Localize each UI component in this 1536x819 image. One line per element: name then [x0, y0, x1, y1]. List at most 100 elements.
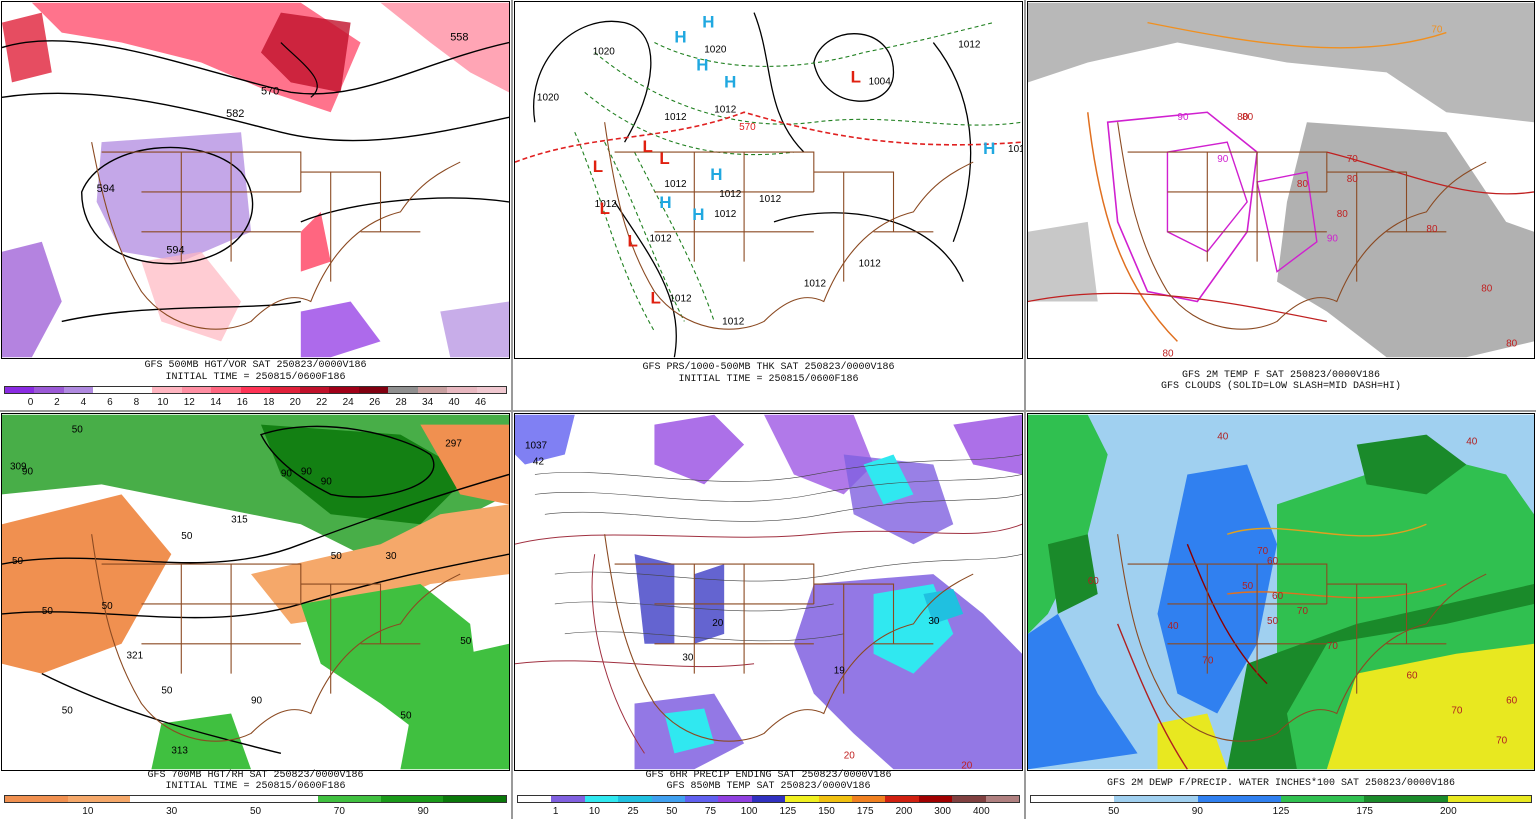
contour-label: 50: [72, 425, 84, 436]
caption-line-2: INITIAL TIME = 250815/0600F186: [165, 781, 346, 792]
isobar-label: 1004: [869, 76, 892, 87]
temp-label: 90: [1217, 154, 1229, 165]
temp-label: 80: [1162, 348, 1174, 358]
colorbar-swatch: [818, 796, 853, 802]
temp-label: 80: [1426, 224, 1438, 235]
colorbar-tick-label: 90: [417, 806, 429, 817]
colorbar-rh: [4, 795, 507, 803]
temp-label: 80: [1242, 112, 1254, 123]
isobar-label: 1012: [664, 179, 687, 190]
colorbar-swatch: [329, 387, 359, 393]
low-pressure-center: L: [593, 157, 603, 176]
colorbar-swatch: [1281, 796, 1323, 802]
contour-label: 50: [62, 706, 74, 717]
colorbar-swatch: [1156, 796, 1198, 802]
divider: [0, 410, 1536, 412]
colorbar-tick-label: 30: [166, 806, 178, 817]
dewp-label: 70: [1257, 546, 1269, 557]
colorbar-swatch: [685, 796, 719, 802]
high-pressure-center: H: [674, 28, 686, 47]
colorbar-tick-label: 6: [107, 397, 113, 408]
colorbar-tick-label: 28: [395, 397, 407, 408]
isobar-label: 1012: [958, 40, 981, 51]
caption-line-1: GFS 700MB HGT/RH SAT 250823/0000V186: [147, 770, 364, 781]
temp-label: 80: [1337, 209, 1349, 220]
contour-label: 50: [42, 606, 54, 617]
colorbar-tick-label: 200: [1439, 806, 1457, 817]
colorbar-tick-label: 175: [1356, 806, 1373, 817]
colorbar-tick-label: 50: [249, 806, 262, 817]
colorbar-tick-label: 14: [210, 397, 222, 408]
colorbar-labels: 1 10 25 50 75 100 125 150 175 200 300 400: [517, 807, 1020, 817]
caption-line-1: GFS 6HR PRECIP ENDING SAT 250823/0000V18…: [645, 770, 892, 781]
colorbar-tick-label: 125: [1272, 806, 1290, 817]
colorbar-swatch: [852, 796, 886, 802]
colorbar-swatch: [985, 796, 1020, 802]
isobar-label: 1012: [722, 316, 745, 327]
colorbar-swatch: [1114, 796, 1157, 802]
colorbar-tick-label: 10: [157, 397, 169, 408]
colorbar-tick-label: 1: [552, 806, 559, 817]
colorbar-swatch: [1364, 796, 1407, 802]
contour-label: 313: [171, 745, 188, 756]
colorbar-tick-label: 10: [588, 806, 600, 817]
colorbar-tick-label: 2: [54, 397, 60, 408]
isobar-label: 1012: [859, 259, 882, 270]
temp-label: 90: [1177, 112, 1189, 123]
contour-label: 50: [12, 556, 24, 567]
colorbar-swatch: [388, 387, 418, 393]
temp-label: 30: [928, 616, 940, 627]
panel-6hr-precip: 1037 42 20 30 19 30 20 20 GFS 6HR PRECIP…: [513, 412, 1024, 819]
colorbar-swatch: [358, 387, 389, 393]
temp-label: 30: [682, 653, 694, 664]
contour-label: 315: [231, 514, 248, 525]
contour-label: 50: [161, 686, 173, 697]
colorbar-swatch: [651, 796, 686, 802]
contour-label: 90: [22, 466, 34, 477]
temp-label: 42: [533, 457, 545, 468]
panel-700mb-hgt-rh: 297 309 50 50 90 90 315 50 50 30 321 50 …: [0, 412, 511, 819]
temp-label: 80: [1506, 338, 1518, 349]
temp-label: 19: [834, 666, 846, 677]
colorbar-swatch: [270, 387, 300, 393]
colorbar-tick-label: 100: [740, 806, 758, 817]
low-pressure-center: L: [642, 137, 652, 156]
colorbar-swatch: [476, 387, 506, 393]
dewp-label: 40: [1466, 437, 1478, 448]
contour-label: 297: [445, 439, 462, 450]
contour-label: 50: [181, 531, 193, 542]
colorbar-swatch: [380, 796, 444, 802]
isobar-label: 1012: [719, 189, 742, 200]
contour-label: 50: [331, 551, 343, 562]
colorbar-labels: 0 2 4 6 8 10 12 14 16 18 20 22 24 26 28 34 40 46: [4, 398, 507, 408]
colorbar-swatch: [751, 796, 786, 802]
caption-line-2: GFS CLOUDS (SOLID=LOW SLASH=MID DASH=HI): [1160, 381, 1402, 392]
map-500mb-svg: 558 570 582 594 594: [2, 2, 509, 358]
map-700mb: 297 309 50 50 90 90 315 50 50 30 321 50 …: [1, 413, 510, 771]
contour-label: 50: [400, 711, 412, 722]
colorbar-swatch: [63, 387, 94, 393]
colorbar-tick-label: 18: [263, 397, 275, 408]
colorbar-swatch: [785, 796, 819, 802]
colorbar-tick-label: 20: [289, 397, 301, 408]
dewp-label: 60: [1088, 576, 1100, 587]
colorbar-labels: 10 30 50 70 90: [4, 807, 507, 817]
dewp-label: 60: [1407, 671, 1419, 682]
isobar-label: 1012: [759, 194, 782, 205]
colorbar-swatch: [1322, 796, 1365, 802]
colorbar-swatch: [1489, 796, 1532, 802]
divider: [511, 0, 513, 819]
colorbar-swatch: [1197, 796, 1240, 802]
divider: [1024, 0, 1026, 819]
colorbar-swatch: [1239, 796, 1282, 802]
colorbar-swatch: [443, 796, 506, 802]
low-pressure-center: L: [628, 232, 638, 251]
panel-prs-thk: 1020 1020 1020 1012 1012 1012 1012 1012 …: [513, 0, 1024, 410]
high-pressure-center: H: [710, 165, 722, 184]
map-dewp-svg: 40 40 50 50 40 60 60 70 70 60 60 70 70 6…: [1028, 414, 1534, 770]
isobar-label: 1012: [714, 209, 737, 220]
colorbar-tick-label: 150: [818, 806, 835, 817]
colorbar-swatch: [67, 796, 131, 802]
isobar-label: 1012: [669, 294, 692, 305]
colorbar-tick-label: 10: [82, 806, 94, 817]
